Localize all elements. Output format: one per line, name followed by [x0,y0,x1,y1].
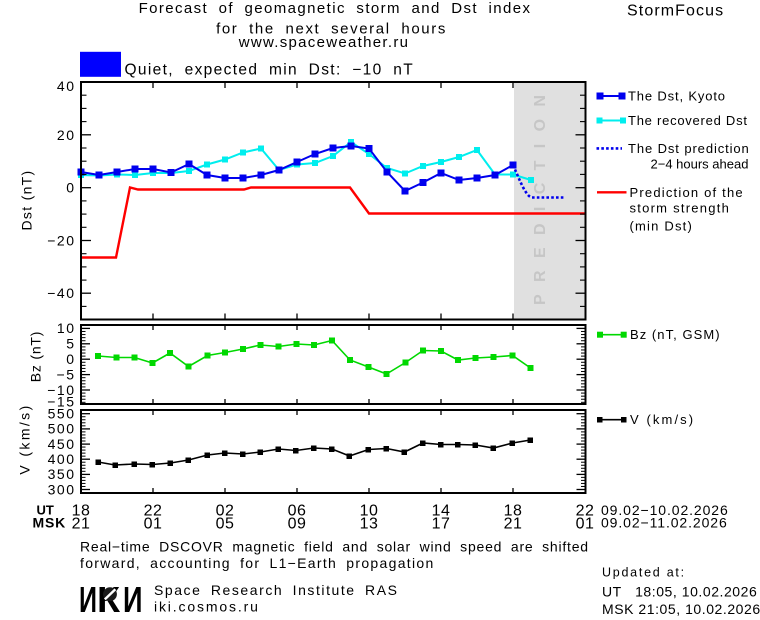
svg-text:for the next several hours: for the next several hours [216,21,447,38]
svg-text:350: 350 [48,466,76,482]
svg-text:40: 40 [57,78,76,94]
svg-text:06: 06 [288,503,307,520]
svg-text:Space Research Institute RAS: Space Research Institute RAS [154,582,399,598]
svg-text:22: 22 [144,503,163,520]
svg-text:The Dst prediction: The Dst prediction [628,141,750,156]
svg-text:21: 21 [72,516,91,533]
svg-text:MSK: MSK [33,515,67,531]
svg-text:The recovered Dst: The recovered Dst [628,113,748,128]
svg-text:−5: −5 [57,366,76,382]
svg-text:18: 18 [72,503,91,520]
svg-text:400: 400 [48,451,76,467]
svg-text:−15: −15 [47,393,75,409]
svg-text:−40: −40 [47,285,75,301]
svg-text:550: 550 [48,406,76,422]
svg-text:500: 500 [48,421,76,437]
svg-text:300: 300 [48,481,76,497]
svg-text:09: 09 [288,516,307,533]
svg-text:Dst (nT): Dst (nT) [19,170,35,231]
svg-text:21: 21 [504,516,523,533]
svg-text:Forecast of geomagnetic storm: Forecast of geomagnetic storm and Dst in… [139,0,532,17]
svg-text:Updated at:: Updated at: [602,566,686,580]
svg-text:01: 01 [576,516,595,533]
svg-text:13: 13 [360,516,379,533]
svg-text:0: 0 [66,351,75,367]
svg-text:17: 17 [432,516,451,533]
svg-text:The Dst, Kyoto: The Dst, Kyoto [628,89,726,104]
svg-text:Prediction of the: Prediction of the [630,185,744,200]
svg-text:И: И [123,579,143,620]
svg-text:05: 05 [216,516,235,533]
svg-text:MSK 21:05, 10.02.2026: MSK 21:05, 10.02.2026 [602,601,760,617]
svg-text:И: И [79,579,97,620]
svg-text:forward, accounting for L1−Ear: forward, accounting for L1−Earth propaga… [80,555,435,571]
svg-text:02: 02 [216,503,235,520]
svg-text:Bz (nT, GSM): Bz (nT, GSM) [630,327,721,342]
svg-text:5: 5 [66,336,75,352]
svg-text:450: 450 [48,436,76,452]
svg-text:20: 20 [57,127,76,143]
svg-text:Real−time DSCOVR magnetic fiel: Real−time DSCOVR magnetic field and sola… [80,539,589,555]
svg-text:−20: −20 [47,232,75,248]
svg-text:18: 18 [504,503,523,520]
svg-text:09.02−11.02.2026: 09.02−11.02.2026 [601,515,728,531]
svg-text:(min Dst): (min Dst) [630,219,694,234]
svg-text:V (km/s): V (km/s) [17,403,33,474]
svg-text:UT: UT [37,503,54,518]
svg-text:2−4 hours ahead: 2−4 hours ahead [651,156,749,171]
svg-text:10: 10 [360,503,379,520]
svg-text:22: 22 [576,503,595,520]
svg-text:09.02−10.02.2026: 09.02−10.02.2026 [601,502,729,518]
svg-text:Bz (nT): Bz (nT) [28,331,44,383]
svg-text:01: 01 [144,516,163,533]
svg-text:10: 10 [57,320,76,336]
svg-text:−10: −10 [47,382,75,398]
svg-text:UT 18:05, 10.02.2026: UT 18:05, 10.02.2026 [602,583,757,599]
svg-text:Quiet, expected min Dst: −10 n: Quiet, expected min Dst: −10 nT [125,62,415,79]
svg-text:V (km/s): V (km/s) [630,412,695,427]
svg-text:www.spaceweather.ru: www.spaceweather.ru [238,34,410,51]
svg-text:storm strength: storm strength [630,200,731,215]
svg-text:iki.cosmos.ru: iki.cosmos.ru [154,599,260,615]
svg-text:0: 0 [66,180,75,196]
svg-text:StormFocus: StormFocus [627,3,724,20]
svg-text:14: 14 [432,503,451,520]
